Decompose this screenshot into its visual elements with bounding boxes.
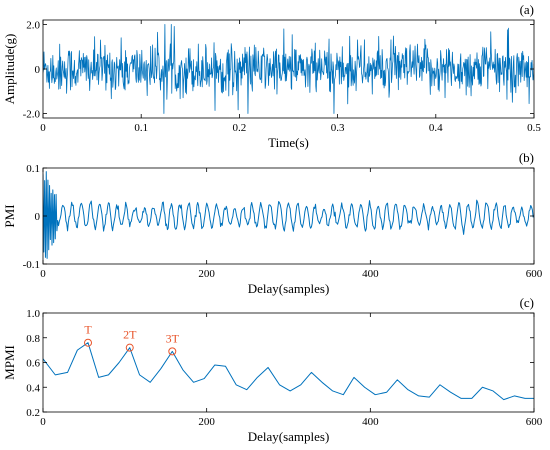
- panel-c-ticks: 0 200 400 600 0.2 0.4 0.6 0.8 1.0: [26, 308, 543, 428]
- peak-label: 2T: [123, 328, 137, 342]
- peak-marker: [84, 338, 93, 347]
- panel-b-y-tick-label: -0.1: [23, 259, 40, 271]
- peak-label: 3T: [166, 331, 180, 345]
- panel-a-ticks: 0 0.1 0.2 0.3 0.4 0.5-2.002.0: [23, 19, 542, 134]
- panel-b-series-line: [43, 171, 534, 259]
- peak-label: T: [84, 323, 92, 337]
- panel-b-x-tick-label: 200: [198, 268, 215, 280]
- panel-c-axes-box: [42, 312, 535, 413]
- panel-c-x-tick-label: 400: [362, 416, 379, 428]
- panel-a-series-line: [43, 24, 534, 114]
- panel-a-x-tick-label: 0: [40, 122, 46, 134]
- panel-c-x-tick-label: 0: [40, 416, 46, 428]
- panel-c-y-tick-label: 0.4: [26, 382, 40, 394]
- panel-a-x-tick-label: 0.2: [233, 122, 247, 134]
- panel-b-lines: [43, 171, 534, 259]
- panel-c-x-tick-label: 600: [526, 416, 543, 428]
- panel-a-label: (a): [520, 2, 534, 17]
- panel-a-x-tick-label: 0.4: [429, 122, 443, 134]
- panel-a-lines: [43, 24, 534, 114]
- panel-a-y-tick-label: 2.0: [26, 19, 40, 31]
- panel-b-x-tick-label: 400: [362, 268, 379, 280]
- panel-c-lines: [43, 342, 534, 401]
- panel-b-x-tick-label: 600: [526, 268, 543, 280]
- panel-a-x-tick-label: 0.3: [331, 122, 345, 134]
- panel-b-x-axis-label: Delay(samples): [248, 281, 330, 296]
- panel-c-y-tick-label: 1.0: [26, 308, 40, 320]
- panel-c-label: (c): [520, 295, 534, 310]
- panel-a-y-tick-label: -2.0: [23, 109, 41, 121]
- panel-a-x-axis-label: Time(s): [268, 135, 309, 150]
- panel-a-y-tick-label: 0: [35, 64, 41, 76]
- panel-c-x-tick-label: 200: [198, 416, 215, 428]
- panel-c-y-axis-label: MPMI: [2, 345, 17, 380]
- panel-b-y-tick-label: 0: [35, 211, 41, 223]
- panel-c-y-tick-label: 0.6: [26, 358, 40, 370]
- panel-a-x-tick-label: 0.5: [527, 122, 541, 134]
- panel-c-series-line: [43, 342, 534, 401]
- panel-b: 0 200 400 600-0.100.1 (b) Delay(samples) PM…: [2, 150, 543, 296]
- panel-c-y-tick-label: 0.8: [26, 333, 40, 345]
- panel-b-ticks: 0 200 400 600-0.100.1: [23, 163, 543, 280]
- panel-b-y-tick-label: 0.1: [26, 163, 40, 175]
- panel-c-x-axis-label: Delay(samples): [248, 429, 330, 444]
- panel-c-annotations: T 2T 3T: [84, 323, 180, 356]
- panel-b-y-axis-label: PMI: [2, 204, 17, 227]
- panel-c-y-tick-label: 0.2: [26, 407, 40, 419]
- panel-b-axes-box: [42, 167, 535, 265]
- panel-b-label: (b): [519, 150, 534, 165]
- panel-b-x-tick-label: 0: [40, 268, 46, 280]
- panel-a-x-tick-label: 0.1: [134, 122, 148, 134]
- peak-marker: [168, 347, 177, 356]
- panel-a-y-axis-label: Amplitude(g): [2, 34, 17, 105]
- panel-c: 0 200 400 600 0.2 0.4 0.6 0.8 1.0 T 2T 3T (c) Dela…: [2, 295, 543, 444]
- panel-a: 0 0.1 0.2 0.3 0.4 0.5-2.002.0 (a) Time(s) Amp…: [2, 2, 541, 150]
- peak-marker: [125, 343, 134, 352]
